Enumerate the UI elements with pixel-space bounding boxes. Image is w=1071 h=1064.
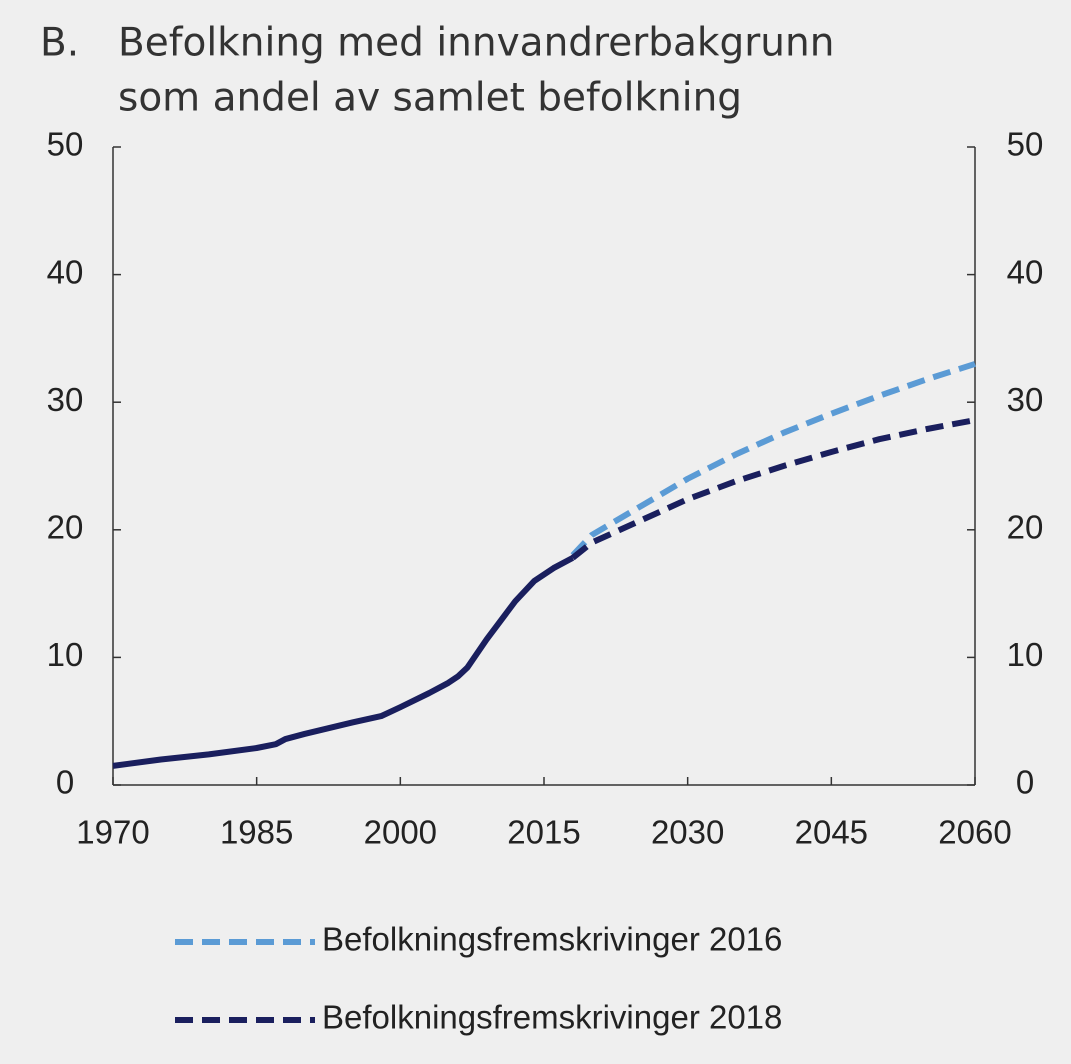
- y-tick-label: 0: [56, 764, 74, 801]
- y2-tick-label: 40: [1007, 253, 1044, 290]
- legend-label: Befolkningsfremskrivinger 2016: [322, 921, 782, 958]
- panel-label: B.: [40, 21, 79, 66]
- chart-title: som andel av samlet befolkning: [118, 76, 742, 121]
- y2-tick-label: 20: [1007, 509, 1044, 546]
- y-tick-label: 10: [47, 636, 84, 673]
- series-line: [112, 555, 575, 769]
- x-tick-label: 2060: [938, 814, 1011, 851]
- x-tick-label: 2045: [795, 814, 868, 851]
- y-tick-label: 50: [47, 126, 84, 163]
- y2-tick-label: 0: [1016, 764, 1034, 801]
- y-tick-label: 30: [47, 381, 84, 418]
- x-tick-label: 2015: [507, 814, 580, 851]
- y2-tick-label: 30: [1007, 381, 1044, 418]
- y2-tick-label: 10: [1007, 636, 1044, 673]
- series-line: [570, 417, 976, 561]
- y2-tick-label: 50: [1007, 126, 1044, 163]
- y-tick-label: 20: [47, 509, 84, 546]
- x-tick-label: 2030: [651, 814, 724, 851]
- series-line: [570, 361, 976, 558]
- x-tick-label: 2000: [364, 814, 437, 851]
- x-tick-label: 1985: [220, 814, 293, 851]
- legend-label: Befolkningsfremskrivinger 2018: [322, 999, 782, 1036]
- chart-title: Befolkning med innvandrerbakgrunn: [118, 21, 834, 66]
- x-tick-label: 1970: [76, 814, 149, 851]
- y-tick-label: 40: [47, 253, 84, 290]
